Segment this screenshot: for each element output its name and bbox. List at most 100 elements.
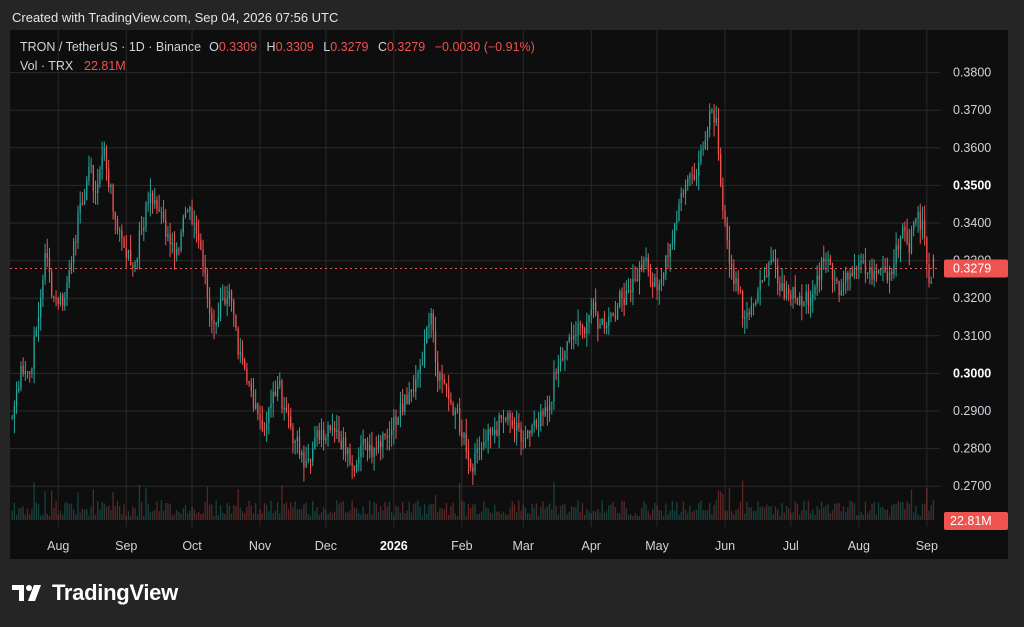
volume-bar [669,510,671,520]
candle-body [224,298,226,304]
volume-bar [691,512,693,520]
volume-bar [928,510,930,520]
volume-bar [165,502,167,520]
candle-body [108,168,110,188]
candle-body [601,318,603,325]
candle-body [586,321,588,334]
volume-bar [224,514,226,520]
volume-bar [548,503,551,520]
candle-body [627,290,630,292]
candle-body [779,283,781,291]
volume-bar [72,509,75,520]
candle-body [99,169,101,184]
candle-body [279,380,281,385]
candle-body [906,230,908,243]
candle-body [342,437,345,450]
tradingview-branding[interactable]: TradingView [12,580,178,606]
volume-bar [217,515,220,520]
volume-bar [923,503,926,520]
candle-body [226,298,228,304]
candle-body [801,295,803,306]
volume-bar [662,515,665,520]
candle-body [706,129,709,141]
candle-body [11,418,13,420]
candle-body [542,411,544,416]
candle-body [658,284,660,291]
candle-body [191,207,193,225]
volume-bar [272,513,274,520]
created-with-caption: Created with TradingView.com, Sep 04, 20… [12,10,339,25]
candle-body [31,368,33,374]
volume-bar [746,502,748,520]
candle-body [862,260,864,262]
volume-bar [204,502,206,520]
candle-body [614,315,617,320]
volume-bar [296,509,298,520]
volume-bar [61,514,64,520]
volume-bar [187,513,189,520]
chart-frame[interactable]: 0.38000.37000.36000.35000.34000.33000.32… [10,30,1008,559]
candle-body [777,265,779,284]
volume-bar [612,501,614,520]
candle-body [671,243,674,245]
volume-bar [448,514,450,520]
open-value: 0.3309 [219,40,257,54]
candle-body [292,427,294,443]
ohlc-legend: TRON / TetherUS · 1D · Binance O0.3309 H… [20,40,535,73]
volume-bar [930,504,932,520]
candle-body [902,227,904,238]
x-tick-label: Oct [182,539,202,553]
candle-body [184,211,187,218]
candle-body [763,275,766,281]
candle-body [64,298,66,306]
volume-bar [167,503,169,520]
volume-bar [831,510,834,520]
candle-body [798,295,801,305]
volume-bar [158,510,160,520]
volume-bar [698,503,700,520]
candle-body [246,368,248,381]
candle-body [20,365,22,388]
volume-bar [270,500,272,520]
volume-bar [570,506,573,520]
volume-bar [553,481,555,520]
candle-body [101,155,103,170]
volume-bar [619,512,621,520]
symbol-label[interactable]: TRON / TetherUS · 1D · Binance [20,40,201,54]
volume-bar [384,502,386,520]
candle-body [274,391,277,397]
candle-body [678,203,680,221]
volume-bar [303,504,305,520]
volume-bar [676,501,678,520]
volume-bar [88,515,90,520]
candle-body [831,265,834,280]
volume-bar [241,511,244,520]
candle-body [654,277,656,287]
candle-body [452,402,454,415]
volume-bar [274,510,277,520]
volume-bar [342,501,345,520]
candlestick-chart[interactable]: 0.38000.37000.36000.35000.34000.33000.32… [10,30,1008,559]
candle-body [638,264,641,281]
volume-bar [792,512,794,520]
candle-body [261,419,263,430]
volume-bar [257,514,259,520]
candle-body [480,447,483,449]
volume-bar [825,505,827,520]
candle-body [669,244,671,257]
volume-bar [94,514,97,520]
volume-bar [160,500,163,520]
volume-bar [687,512,689,520]
candle-body [167,234,169,237]
volume-bar [412,504,415,520]
candle-body [619,291,621,306]
volume-bar [57,514,59,520]
volume-label[interactable]: Vol · TRX [20,59,74,73]
candle-body [761,280,763,282]
volume-bar [149,512,152,520]
candle-body [923,220,926,239]
volume-bar [805,510,807,520]
volume-bar [26,508,29,520]
candle-body [123,238,125,248]
volume-bar [99,509,101,520]
